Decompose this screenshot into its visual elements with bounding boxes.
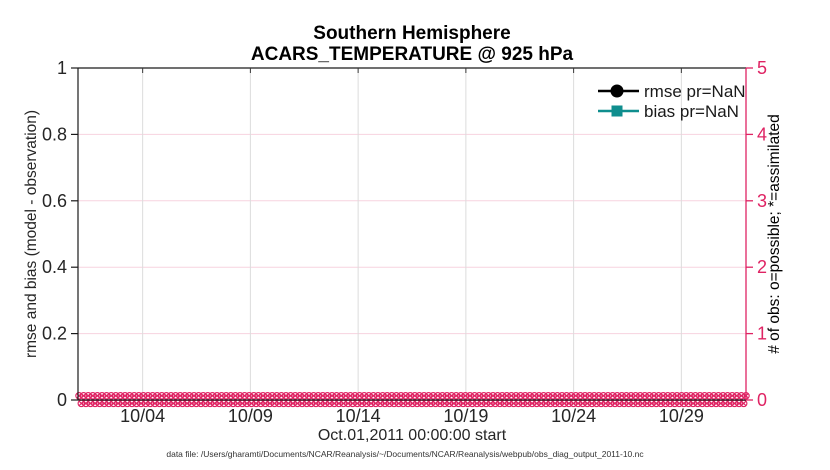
left-tick-label: 0.8 (42, 124, 67, 144)
left-tick-label: 0.4 (42, 257, 67, 277)
legend-item-label: rmse pr=NaN (644, 82, 746, 101)
x-tick-label: 10/04 (120, 406, 165, 426)
left-tick-label: 0 (57, 390, 67, 410)
obs-marker (739, 399, 748, 408)
data-file-caption: data file: /Users/gharamti/Documents/NCA… (166, 449, 644, 459)
x-axis-label: Oct.01,2011 00:00:00 start (318, 427, 507, 444)
chart-title-line2: ACARS_TEMPERATURE @ 925 hPa (250, 44, 574, 65)
legend-item-label: bias pr=NaN (644, 102, 739, 121)
right-tick-label: 1 (757, 324, 767, 344)
left-tick-label: 0.2 (42, 324, 67, 344)
left-tick-label: 0.6 (42, 191, 67, 211)
x-tick-label: 10/24 (551, 406, 596, 426)
left-tick-label: 1 (57, 58, 67, 78)
chart-title-line1: Southern Hemisphere (313, 23, 511, 44)
right-tick-label: 0 (757, 390, 767, 410)
right-tick-label: 5 (757, 58, 767, 78)
x-tick-label: 10/09 (228, 406, 273, 426)
right-tick-label: 3 (757, 191, 767, 211)
x-tick-label: 10/19 (443, 406, 488, 426)
chart-title: Southern Hemisphere ACARS_TEMPERATURE @ … (78, 23, 746, 65)
x-tick-label: 10/29 (659, 406, 704, 426)
left-axis-label: rmse and bias (model - observation) (23, 110, 40, 358)
right-tick-label: 4 (757, 124, 767, 144)
axes-layer (71, 67, 753, 401)
legend-item[interactable]: bias pr=NaN (598, 102, 739, 121)
legend-circle-marker (610, 84, 624, 98)
right-axis-label: # of obs: o=possible; *=assimilated (766, 114, 783, 354)
grid-layer (78, 68, 746, 400)
right-tick-label: 2 (757, 257, 767, 277)
legend-item[interactable]: rmse pr=NaN (598, 82, 746, 101)
x-tick-label: 10/14 (336, 406, 381, 426)
legend-square-marker (611, 105, 623, 117)
tick-label-layer: 0 0.2 0.4 0.6 0.8 1 0 1 2 3 4 5 10/04 10/09 10/14 10/19… (42, 58, 767, 426)
